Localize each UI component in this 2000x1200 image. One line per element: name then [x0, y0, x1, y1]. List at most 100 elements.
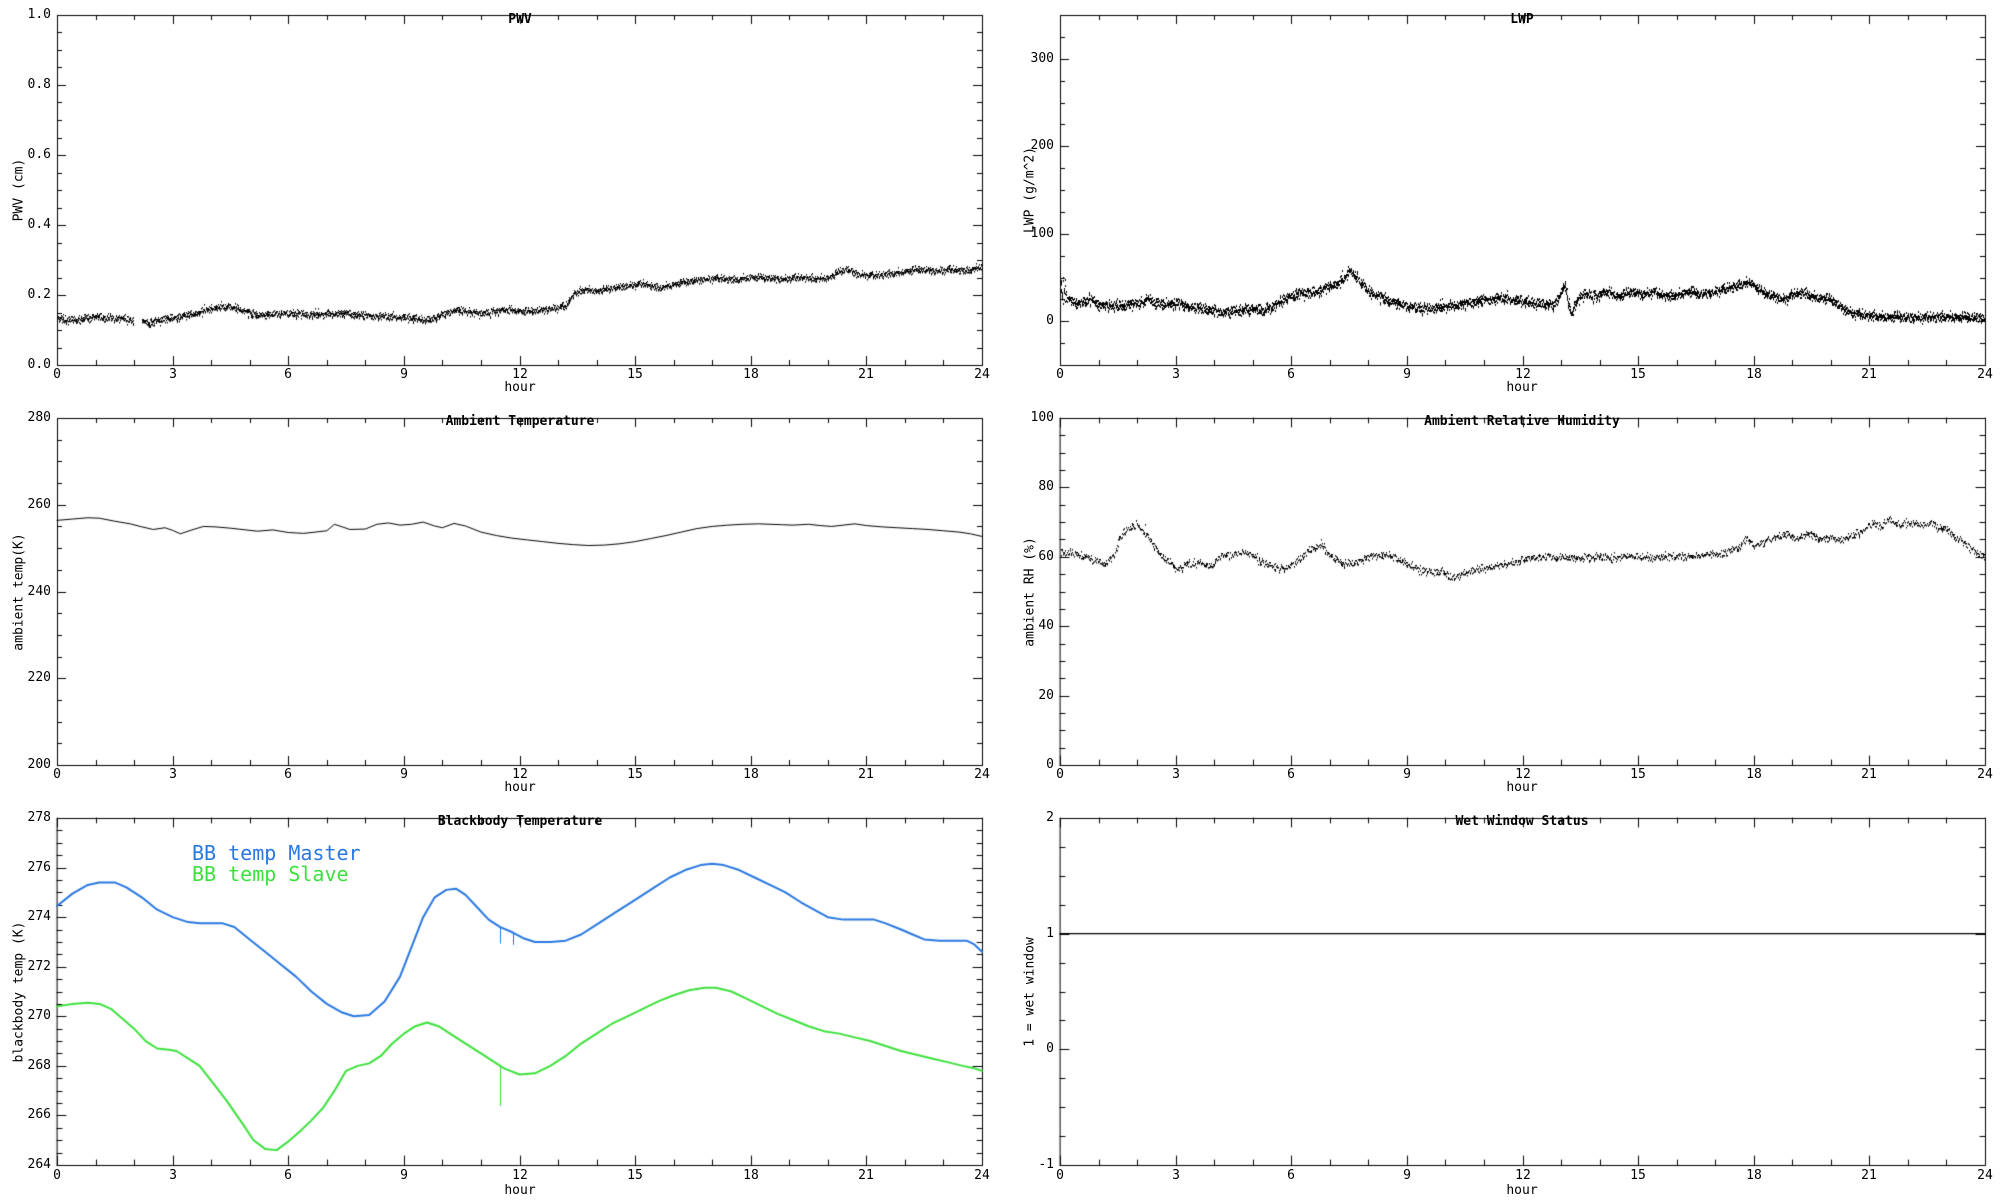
x-tick-label: 24	[974, 767, 990, 782]
y-axis-label-pwv: PWV (cm)	[11, 158, 27, 222]
y-tick-label: 0.8	[27, 77, 51, 92]
y-tick-label: 40	[1038, 618, 1054, 633]
x-tick-label: 15	[1630, 1168, 1646, 1183]
y-tick-label: 80	[1038, 479, 1054, 494]
y-tick-label: -1	[1038, 1157, 1054, 1172]
x-tick-label: 3	[1172, 367, 1180, 382]
y-tick-label: 60	[1038, 549, 1054, 564]
x-tick-label: 21	[1861, 1168, 1877, 1183]
x-tick-label: 6	[1287, 1168, 1295, 1183]
x-tick-label: 3	[169, 1168, 177, 1183]
x-tick-label: 3	[169, 767, 177, 782]
y-axis-label-ambient-relative-humidity: ambient RH (%)	[1022, 537, 1038, 647]
x-axis-label-ambient-temperature: hour	[504, 780, 536, 795]
y-tick-label: 300	[1030, 51, 1054, 66]
y-tick-label: 0	[1046, 313, 1054, 328]
x-tick-label: 6	[1287, 767, 1295, 782]
x-tick-label: 12	[1515, 767, 1531, 782]
x-tick-label: 6	[284, 367, 292, 382]
y-tick-label: 266	[27, 1107, 51, 1122]
x-tick-label: 18	[1746, 1168, 1762, 1183]
legend-item-bb-temp-master: BB temp Master	[192, 841, 361, 865]
x-tick-label: 6	[1287, 367, 1295, 382]
y-tick-label: 200	[27, 757, 51, 772]
x-tick-label: 15	[627, 767, 643, 782]
x-tick-label: 0	[1056, 367, 1064, 382]
x-tick-label: 0	[53, 1168, 61, 1183]
x-tick-label: 24	[1977, 767, 1993, 782]
x-axis-label-pwv: hour	[504, 380, 536, 395]
x-tick-label: 0	[53, 367, 61, 382]
x-tick-label: 12	[512, 1168, 528, 1183]
x-tick-label: 3	[1172, 767, 1180, 782]
x-tick-label: 9	[1403, 1168, 1411, 1183]
y-axis-label-wet-window-status: 1 = wet window	[1022, 937, 1038, 1047]
y-tick-label: 272	[27, 959, 51, 974]
y-tick-label: 280	[27, 410, 51, 425]
x-tick-label: 0	[1056, 767, 1064, 782]
x-tick-label: 0	[1056, 1168, 1064, 1183]
x-tick-label: 21	[858, 767, 874, 782]
x-tick-label: 24	[1977, 1168, 1993, 1183]
x-axis-label-blackbody-temperature: hour	[504, 1183, 536, 1198]
x-tick-label: 24	[1977, 367, 1993, 382]
x-axis-label-ambient-relative-humidity: hour	[1506, 780, 1538, 795]
y-tick-label: 268	[27, 1058, 51, 1073]
chart-title-pwv: PWV	[508, 11, 532, 27]
y-tick-label: 200	[1030, 138, 1054, 153]
x-tick-label: 24	[974, 1168, 990, 1183]
x-axis-label-wet-window-status: hour	[1506, 1183, 1538, 1198]
y-tick-label: 264	[27, 1157, 51, 1172]
x-tick-label: 12	[1515, 367, 1531, 382]
legend-item-bb-temp-slave: BB temp Slave	[192, 862, 349, 886]
chart-title-lwp: LWP	[1510, 11, 1534, 27]
x-tick-label: 6	[284, 767, 292, 782]
x-tick-label: 9	[1403, 367, 1411, 382]
y-tick-label: 0.4	[27, 217, 51, 232]
y-tick-label: 270	[27, 1008, 51, 1023]
x-tick-label: 18	[1746, 367, 1762, 382]
y-tick-label: 240	[27, 584, 51, 599]
x-tick-label: 21	[1861, 767, 1877, 782]
y-tick-label: 20	[1038, 688, 1054, 703]
x-tick-label: 6	[284, 1168, 292, 1183]
x-tick-label: 21	[858, 367, 874, 382]
x-tick-label: 3	[169, 367, 177, 382]
x-tick-label: 12	[512, 767, 528, 782]
x-tick-label: 18	[1746, 767, 1762, 782]
x-axis-label-lwp: hour	[1506, 380, 1538, 395]
x-tick-label: 9	[1403, 767, 1411, 782]
y-tick-label: 1	[1046, 926, 1054, 941]
x-tick-label: 12	[1515, 1168, 1531, 1183]
y-tick-label: 276	[27, 860, 51, 875]
y-tick-label: 0.6	[27, 147, 51, 162]
x-tick-label: 15	[627, 367, 643, 382]
y-tick-label: 274	[27, 909, 51, 924]
x-tick-label: 21	[858, 1168, 874, 1183]
x-tick-label: 9	[400, 767, 408, 782]
y-tick-label: 260	[27, 497, 51, 512]
x-tick-label: 15	[627, 1168, 643, 1183]
y-tick-label: 0	[1046, 1041, 1054, 1056]
chart-title-ambient-temperature: Ambient Temperature	[445, 413, 595, 429]
x-tick-label: 12	[512, 367, 528, 382]
x-tick-label: 18	[743, 367, 759, 382]
x-tick-label: 18	[743, 767, 759, 782]
x-tick-label: 9	[400, 1168, 408, 1183]
chart-title-wet-window-status: Wet Window Status	[1455, 813, 1589, 829]
y-tick-label: 0.0	[27, 357, 51, 372]
x-tick-label: 3	[1172, 1168, 1180, 1183]
y-axis-label-lwp: LWP (g/m^2)	[1022, 146, 1038, 234]
y-tick-label: 0	[1046, 757, 1054, 772]
y-tick-label: 278	[27, 810, 51, 825]
y-tick-label: 2	[1046, 810, 1054, 825]
y-tick-label: 100	[1030, 226, 1054, 241]
x-tick-label: 9	[400, 367, 408, 382]
x-tick-label: 0	[53, 767, 61, 782]
x-tick-label: 15	[1630, 367, 1646, 382]
x-tick-label: 15	[1630, 767, 1646, 782]
chart-title-ambient-relative-humidity: Ambient Relative Humidity	[1424, 413, 1620, 429]
y-tick-label: 220	[27, 670, 51, 685]
